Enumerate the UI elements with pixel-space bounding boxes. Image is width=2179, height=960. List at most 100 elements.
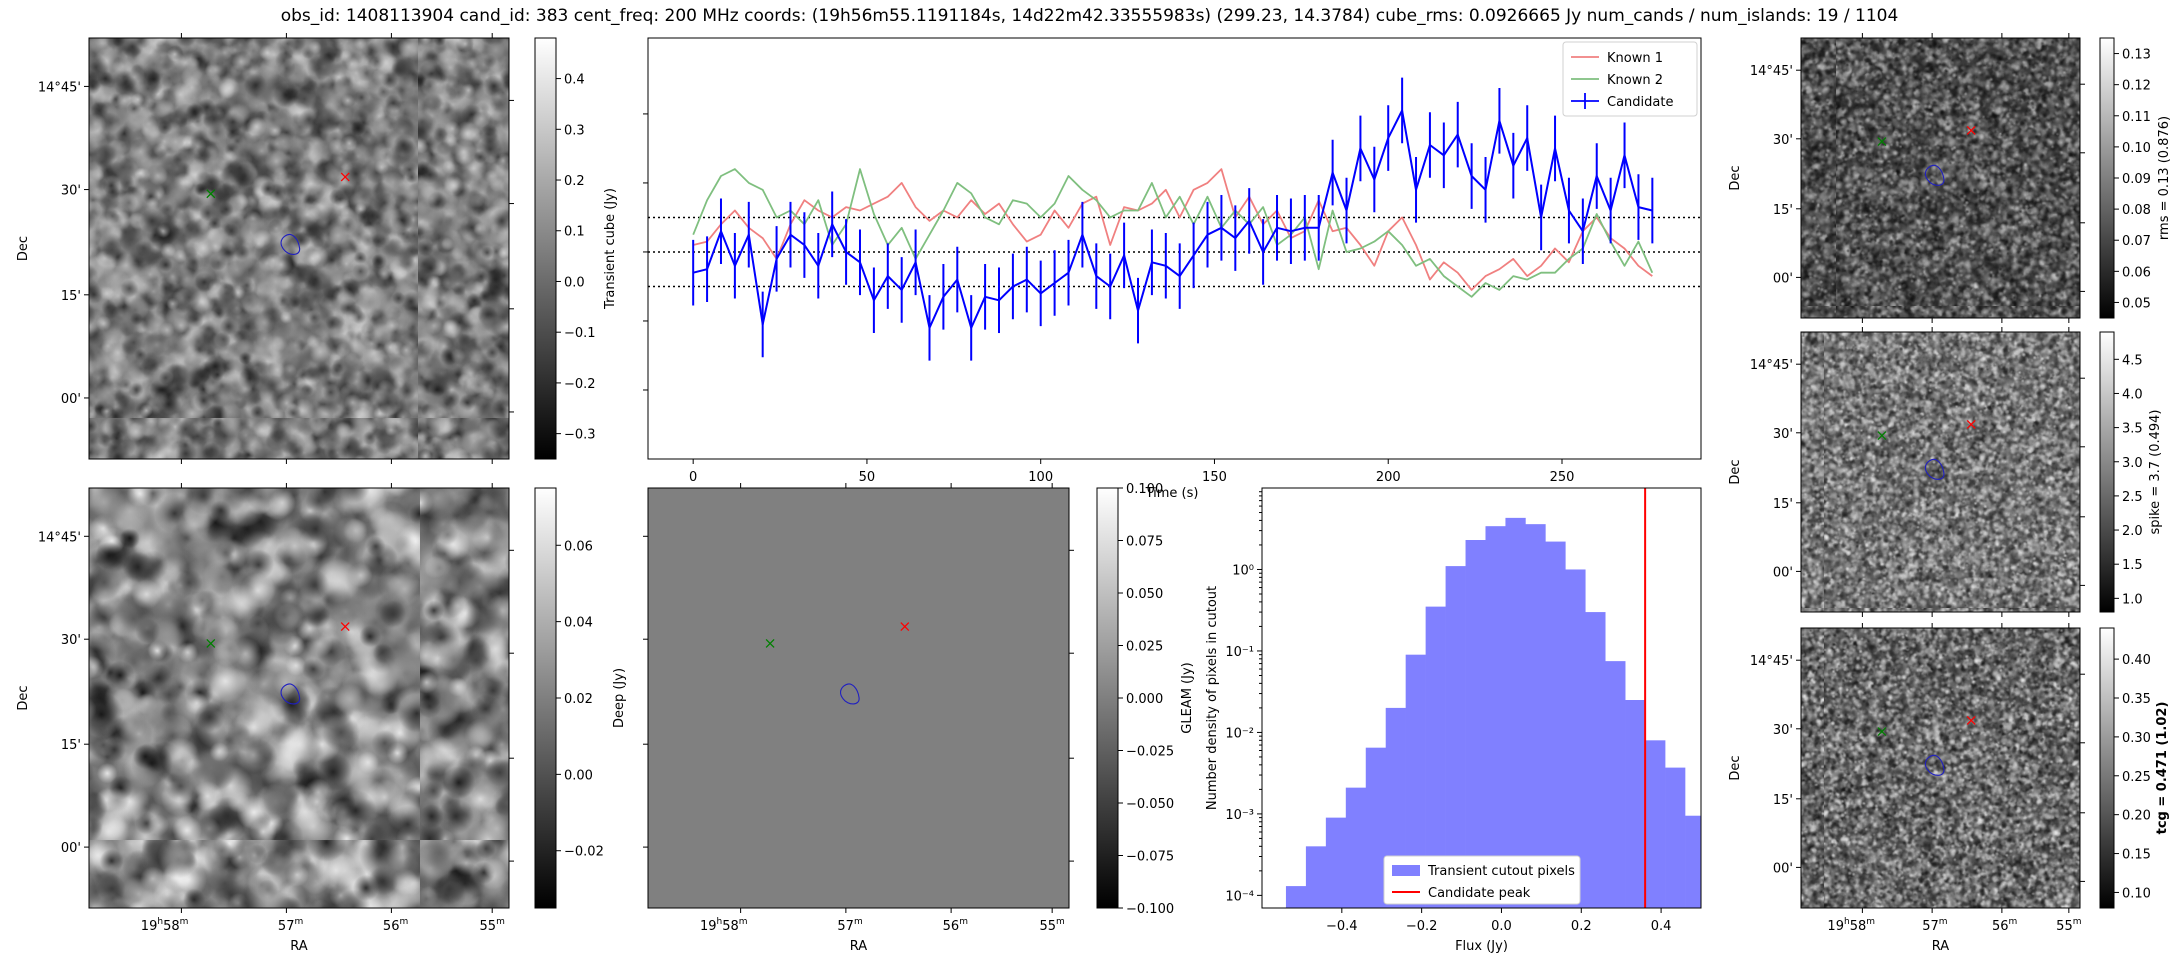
rms-ylabel: 14°45' [1750, 64, 1793, 79]
transient-colorbar [535, 38, 556, 459]
transient-dec-label: Dec [16, 236, 31, 261]
spike-ylabel: 14°45' [1750, 358, 1793, 373]
rms-cbar-tick-label: 0.05 [2122, 296, 2151, 311]
rms-candidate-contour [1924, 164, 1945, 186]
hist-bar [1345, 787, 1367, 908]
spike-ylabel: 15' [1773, 497, 1793, 512]
spike-cbar-tick-label: 3.0 [2122, 456, 2143, 471]
tcg-xlabel: 19h58m [1827, 917, 1875, 934]
panel-gleam: 19h58m 57m 56m 55m RA 0.100 0.075 0.050 0.025 0.0… [643, 482, 1195, 954]
ts-xtick-label: 50 [859, 470, 876, 485]
spike-frame [1800, 331, 2081, 613]
transient-colorbar-frame [534, 37, 557, 460]
tcg-cbar-tick-label: 0.35 [2122, 692, 2151, 707]
hist-xtick-label: 0.0 [1491, 919, 1512, 934]
transient-candidate-contour [280, 233, 301, 255]
ts-xtick-label: 250 [1550, 470, 1575, 485]
gleam-cbar-label: GLEAM (Jy) [1180, 662, 1195, 733]
deep-dec-label: Dec [16, 685, 31, 710]
hist-ytick-label: 10⁻³ [1225, 808, 1254, 823]
tcg-known1-marker [1966, 715, 1976, 725]
hist-legend-swatch [1392, 865, 1420, 876]
ts-series-candidate [692, 109, 1653, 329]
spike-ylabel: 00' [1773, 565, 1793, 580]
gleam-image [648, 488, 1069, 908]
transient-cbar-label: Transient cube (Jy) [603, 188, 618, 310]
rms-ylabel: 15' [1773, 203, 1793, 218]
hist-legend: Transient cutout pixels Candidate peak [1383, 855, 1581, 905]
hist-xtick-label: −0.2 [1406, 919, 1438, 934]
rms-cbar-tick-label: 0.07 [2122, 234, 2151, 249]
spike-ylabel: 30' [1773, 427, 1793, 442]
gleam-frame [647, 487, 1070, 909]
rms-cbar-tick-label: 0.08 [2122, 203, 2151, 218]
transient-image [89, 38, 509, 459]
histogram-panel: −0.4 −0.2 0.0 0.2 0.4 10⁻⁴ 10⁻³ 10⁻² 10⁻¹ 10⁰ Flux… [1205, 487, 1702, 954]
ts-series-known-1 [692, 168, 1653, 291]
gleam-xlabel: 19h58m [700, 917, 748, 934]
deep-frame [88, 487, 510, 909]
deep-xlabel: 19h58m [141, 917, 189, 934]
ts-xtick-label: 100 [1028, 470, 1053, 485]
gleam-candidate-contour [840, 683, 860, 705]
deep-cbar-tick-label: 0.02 [564, 692, 593, 707]
gleam-colorbar [1097, 488, 1118, 908]
gleam-cbar-tick-label: −0.025 [1126, 745, 1174, 760]
spike-cbar-tick-label: 1.5 [2122, 558, 2143, 573]
rms-cbar-label: rms = 0.13 (0.876) [2157, 116, 2172, 240]
ts-xtick-label: 0 [689, 470, 697, 485]
hist-ylabel: Number density of pixels in cutout [1205, 586, 1220, 810]
tcg-cbar-tick-label: 0.15 [2122, 848, 2151, 863]
hist-bar [1325, 817, 1347, 908]
hist-bar [1505, 517, 1526, 908]
hist-bar [1525, 524, 1546, 908]
spike-cbar-tick-label: 2.0 [2122, 524, 2143, 539]
deep-cbar-tick-label: 0.06 [564, 539, 593, 554]
gleam-cbar-tick-label: 0.075 [1126, 535, 1163, 550]
tcg-ylabel: 00' [1773, 861, 1793, 876]
transient-ylabel: 15' [61, 289, 81, 304]
deep-ra-label: RA [290, 939, 308, 954]
deep-cbar-tick-label: 0.00 [564, 768, 593, 783]
gleam-cbar-tick-label: 0.000 [1126, 692, 1163, 707]
tcg-dec-label: Dec [1728, 755, 1743, 780]
hist-legend-box [1383, 855, 1581, 905]
tcg-cbar-tick-label: 0.20 [2122, 809, 2151, 824]
hist-ytick-label: 10⁻² [1225, 726, 1254, 741]
ts-plot-area [648, 77, 1701, 361]
gleam-ra-label: RA [850, 939, 868, 954]
tcg-ra-label: RA [1932, 939, 1950, 954]
gleam-xlabel: 56m [943, 917, 968, 934]
hist-plot-area [1285, 488, 1701, 908]
tcg-colorbar-frame [2099, 627, 2115, 909]
rms-cbar-tick-label: 0.10 [2122, 141, 2151, 156]
tcg-colorbar [2100, 628, 2114, 908]
transient-frame [88, 37, 510, 460]
transient-ylabel: 14°45' [38, 80, 81, 95]
spike-dec-label: Dec [1728, 459, 1743, 484]
hist-xtick-label: 0.2 [1571, 919, 1592, 934]
transient-known2-marker [206, 189, 216, 199]
spike-cbar-tick-label: 4.5 [2122, 353, 2143, 368]
hist-ytick-label: 10⁰ [1232, 563, 1254, 578]
spike-candidate-contour [1924, 458, 1945, 480]
deep-cbar-label: Deep (Jy) [612, 668, 627, 728]
deep-image [89, 488, 509, 908]
hist-bar [1565, 569, 1586, 908]
ts-xlabel: Time (s) [1145, 486, 1199, 501]
panel-deep: 14°45' 30' 15' 00' Dec 19h58m 57m 56m 55m RA 0.06 0… [16, 483, 627, 954]
hist-xlabel: Flux (Jy) [1455, 939, 1508, 954]
transient-cbar-tick-label: −0.2 [564, 377, 596, 392]
transient-cbar-tick-label: −0.1 [564, 326, 596, 341]
ts-xtick-label: 200 [1376, 470, 1401, 485]
rms-dec-label: Dec [1728, 165, 1743, 190]
hist-frame [1261, 487, 1702, 909]
tcg-ylabel: 15' [1773, 793, 1793, 808]
rms-colorbar [2100, 38, 2114, 318]
deep-xlabel: 55m [480, 917, 505, 934]
deep-colorbar [535, 488, 556, 908]
rms-cbar-tick-label: 0.06 [2122, 265, 2151, 280]
spike-cbar-tick-label: 2.5 [2122, 490, 2143, 505]
deep-ylabel: 14°45' [38, 530, 81, 545]
rms-frame [1800, 37, 2081, 319]
